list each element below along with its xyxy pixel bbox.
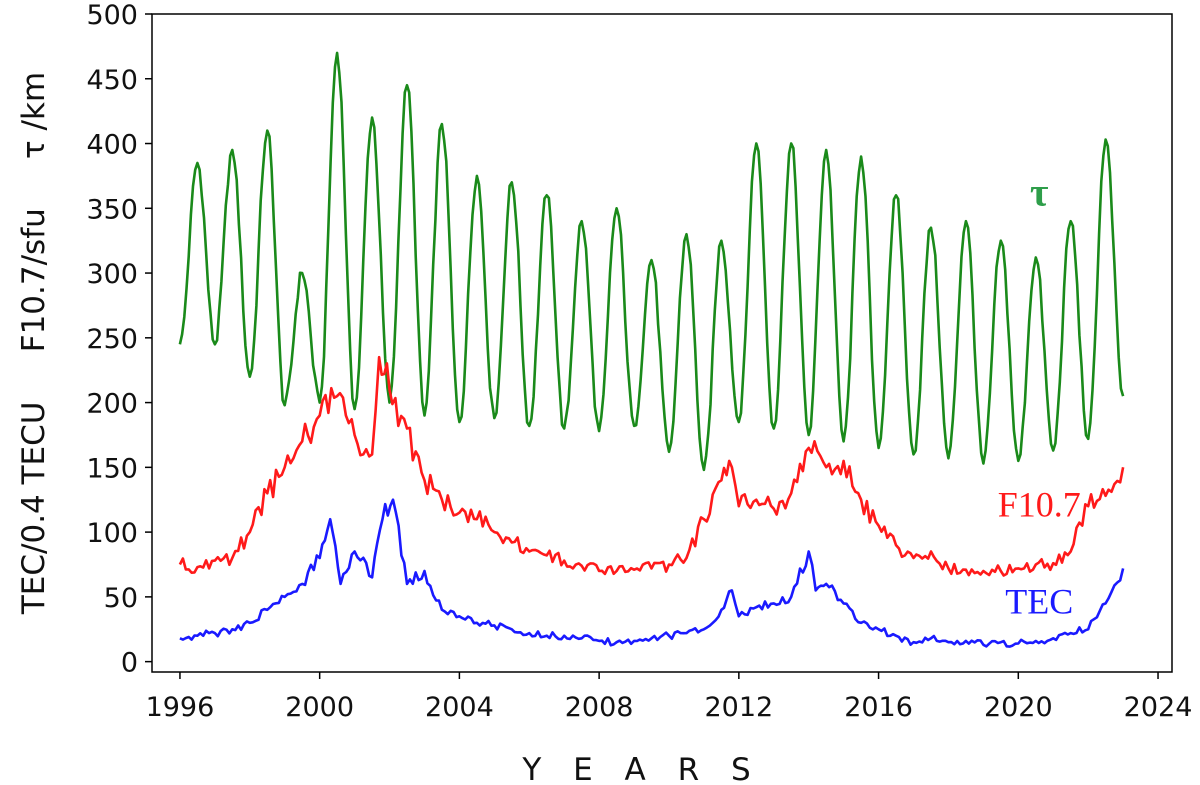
plot-frame [151,13,1173,673]
series-label-tec: TEC [1005,582,1073,622]
x-tick-label: 2024 [1124,692,1193,723]
y-tick-label: 300 [86,259,138,290]
series-line-f107 [178,355,1125,577]
x-tick-label: 2012 [704,692,773,723]
y-tick-label: 350 [86,194,138,225]
series-label-f107: F10.7 [998,485,1081,525]
x-tick-label: 2004 [425,692,494,723]
x-tick-label: 2008 [565,692,634,723]
y-tick-label: 150 [86,453,138,484]
annotation-layer: τ F10.7 TEC [998,170,1081,622]
x-axis-label: Y E A R S [521,752,761,785]
x-tick-label: 2016 [844,692,913,723]
y-tick-label: 500 [86,0,138,31]
x-tick-label: 1996 [146,692,215,723]
x-axis: 1996 2000 2004 2008 2012 2016 2020 2024 [146,672,1193,723]
y-tick-label: 450 [86,65,138,96]
series-layer [178,51,1125,648]
x-tick-label: 2000 [285,692,354,723]
series-label-tau: τ [1030,170,1048,215]
y-axis: 0 50 100 150 200 250 300 350 400 450 500 [86,0,152,679]
y-tick-label: 100 [86,518,138,549]
y-tick-label: 400 [86,130,138,161]
y-tick-label: 200 [86,389,138,420]
series-line-tau [178,51,1125,472]
y-tick-label: 250 [86,324,138,355]
series-line-tec [179,498,1125,648]
y-tick-label: 0 [121,648,138,679]
y-tick-label: 50 [104,583,138,614]
x-tick-label: 2020 [984,692,1053,723]
y-axis-label: TEC/0.4 TECU F10.7/sfu τ /km [16,72,52,615]
